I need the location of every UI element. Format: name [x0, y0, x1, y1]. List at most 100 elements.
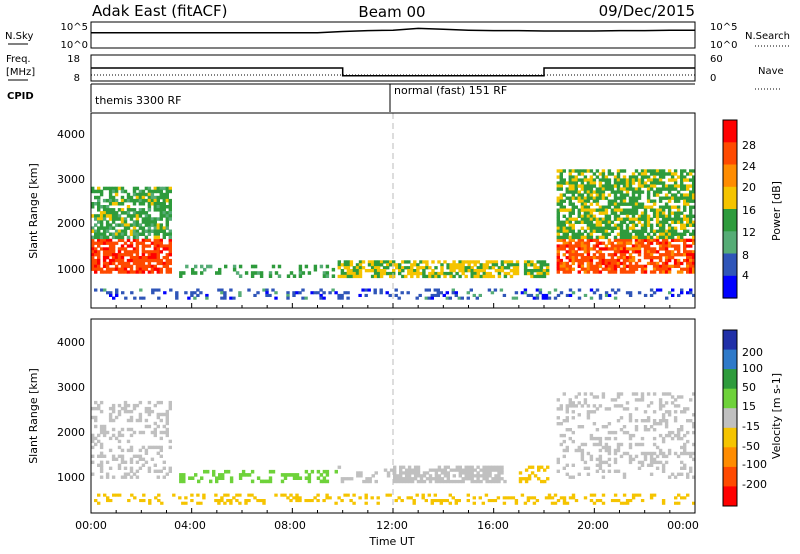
- heatmap-cell-1: [120, 189, 125, 194]
- heatmap-cell-2: [253, 271, 258, 275]
- heatmap-cell-6: [658, 175, 663, 179]
- heatmap-cell-5: [595, 428, 600, 432]
- heatmap-cell-6: [577, 193, 581, 197]
- heatmap-cell-7: [592, 291, 597, 295]
- heatmap-cell-5: [686, 419, 690, 423]
- heatmap-cell-7: [319, 296, 323, 300]
- heatmap-cell-0: [99, 445, 104, 450]
- heatmap-cell-7: [547, 291, 552, 295]
- heatmap-cell-5: [583, 267, 588, 271]
- heatmap-cell-5: [649, 241, 654, 245]
- heatmap-cell-5: [689, 253, 693, 257]
- heatmap-cell-5: [613, 460, 618, 465]
- heatmap-cell-6: [568, 196, 572, 200]
- heatmap-cell-6: [622, 235, 627, 240]
- heatmap-cell-0: [138, 261, 143, 266]
- heatmap-cell-2: [304, 264, 309, 269]
- heatmap-cell-7: [223, 293, 227, 297]
- heatmap-cell-5: [577, 448, 581, 453]
- heatmap-cell-6: [686, 199, 690, 203]
- heatmap-cell-6: [646, 223, 651, 227]
- heatmap-cell-6: [667, 190, 672, 194]
- heatmap-cell-6: [430, 499, 434, 503]
- heatmap-cell-5: [676, 430, 681, 435]
- power-cbar-tick-12: 12: [742, 226, 756, 239]
- heatmap-cell-6: [601, 187, 606, 191]
- heatmap-cell-5: [577, 244, 581, 248]
- heatmap-cell-6: [178, 496, 182, 500]
- heatmap-cell-6: [97, 493, 101, 497]
- heatmap-cell-3: [416, 263, 420, 267]
- heatmap-cell-3: [416, 465, 421, 469]
- heatmap-cell-2: [179, 271, 183, 275]
- heatmap-cell-3: [337, 263, 341, 267]
- heatmap-cell-1: [129, 229, 134, 233]
- heatmap-cell-0: [114, 415, 119, 420]
- heatmap-cell-5: [634, 241, 639, 245]
- heatmap-cell-6: [601, 178, 606, 182]
- heatmap-cell-6: [631, 181, 636, 185]
- heatmap-cell-6: [683, 169, 687, 173]
- heatmap-cell-5: [574, 250, 578, 254]
- heatmap-cell-6: [658, 169, 663, 173]
- heatmap-cell-6: [604, 217, 609, 221]
- heatmap-cell-1: [147, 208, 152, 212]
- heatmap-cell-6: [628, 181, 633, 185]
- heatmap-cell-5: [689, 398, 693, 402]
- heatmap-cell-5: [689, 419, 693, 423]
- heatmap-cell-0: [120, 457, 125, 461]
- heatmap-cell-6: [289, 493, 293, 497]
- heatmap-cell-0: [120, 256, 125, 260]
- heatmap-cell-7: [535, 296, 540, 300]
- heatmap-cell-1: [147, 226, 152, 230]
- heatmap-cell-6: [689, 220, 693, 224]
- heatmap-cell-5: [610, 430, 615, 435]
- heatmap-cell-5: [625, 264, 630, 268]
- heatmap-cell-6: [655, 181, 660, 185]
- heatmap-cell-0: [99, 469, 104, 473]
- heatmap-cell-6: [661, 229, 666, 233]
- heatmap-cell-3: [515, 271, 520, 276]
- heatmap-cell-1: [147, 189, 152, 194]
- heatmap-cell-5: [583, 244, 588, 248]
- heatmap-cell-7: [220, 296, 224, 300]
- heatmap-cell-6: [295, 496, 299, 500]
- heatmap-cell-5: [586, 451, 591, 456]
- heatmap-cell-5: [556, 398, 560, 402]
- heatmap-cell-5: [643, 238, 648, 242]
- velocity-y-tick-1000: 1000: [57, 471, 85, 484]
- heatmap-cell-6: [571, 196, 575, 200]
- heatmap-cell-0: [111, 258, 116, 263]
- heatmap-cell-1: [117, 223, 122, 227]
- heatmap-cell-0: [147, 406, 152, 411]
- heatmap-cell-6: [634, 190, 639, 194]
- heatmap-cell-6: [637, 190, 642, 194]
- heatmap-cell-0: [99, 463, 104, 467]
- heatmap-cell-4: [545, 263, 550, 267]
- heatmap-cell-6: [637, 193, 642, 197]
- heatmap-cell-6: [583, 187, 588, 191]
- heatmap-cell-6: [571, 175, 575, 179]
- heatmap-cell-6: [619, 226, 624, 230]
- heatmap-cell-7: [466, 291, 470, 295]
- heatmap-cell-1: [105, 220, 110, 224]
- heatmap-cell-6: [667, 217, 672, 221]
- heatmap-cell-5: [683, 466, 687, 470]
- heatmap-cell-5: [649, 261, 654, 266]
- heatmap-cell-5: [692, 238, 696, 242]
- heatmap-cell-1: [126, 214, 131, 218]
- heatmap-cell-5: [649, 258, 654, 263]
- heatmap-cell-6: [664, 229, 669, 233]
- heatmap-cell-1: [120, 195, 125, 200]
- heatmap-cell-1: [129, 195, 134, 200]
- heatmap-cell-1: [292, 476, 297, 480]
- heatmap-cell-5: [613, 238, 618, 242]
- heatmap-cell-1: [135, 217, 140, 221]
- heatmap-cell-5: [664, 460, 669, 465]
- heatmap-cell-3: [376, 271, 381, 276]
- heatmap-cell-5: [658, 241, 663, 245]
- heatmap-cell-6: [670, 226, 675, 230]
- heatmap-cell-6: [568, 220, 572, 224]
- heatmap-cell-6: [568, 178, 572, 182]
- heatmap-cell-7: [142, 296, 146, 300]
